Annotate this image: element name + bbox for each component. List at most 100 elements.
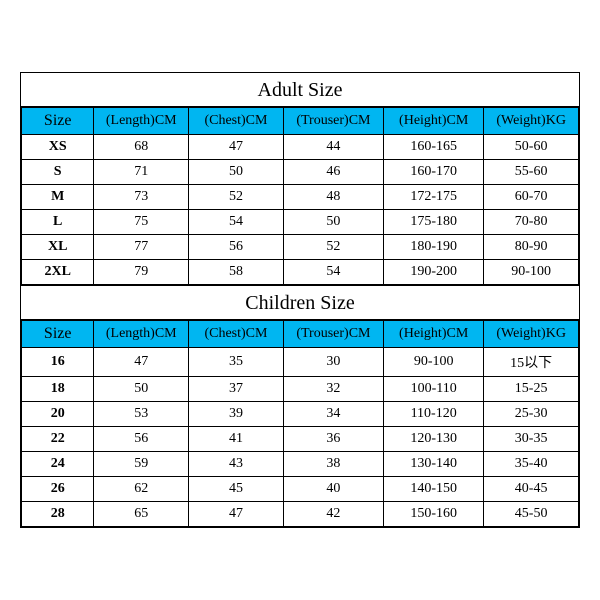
cell: 46 bbox=[283, 160, 383, 185]
cell-size: XL bbox=[22, 235, 94, 260]
col-chest: (Chest)CM bbox=[189, 321, 284, 348]
cell-size: 2XL bbox=[22, 260, 94, 285]
cell: 25-30 bbox=[484, 402, 579, 427]
cell: 130-140 bbox=[384, 452, 484, 477]
col-height: (Height)CM bbox=[384, 108, 484, 135]
cell: 40-45 bbox=[484, 477, 579, 502]
cell-size: 26 bbox=[22, 477, 94, 502]
cell: 140-150 bbox=[384, 477, 484, 502]
cell-size: 28 bbox=[22, 502, 94, 527]
cell: 62 bbox=[94, 477, 189, 502]
cell: 50-60 bbox=[484, 135, 579, 160]
cell: 190-200 bbox=[384, 260, 484, 285]
cell: 44 bbox=[283, 135, 383, 160]
size-chart: Adult Size Size (Length)CM (Chest)CM (Tr… bbox=[20, 72, 580, 528]
table-row: S 71 50 46 160-170 55-60 bbox=[22, 160, 579, 185]
cell: 47 bbox=[189, 502, 284, 527]
cell: 58 bbox=[189, 260, 284, 285]
cell: 52 bbox=[283, 235, 383, 260]
table-row: 18 50 37 32 100-110 15-25 bbox=[22, 377, 579, 402]
col-size: Size bbox=[22, 108, 94, 135]
cell: 79 bbox=[94, 260, 189, 285]
cell: 71 bbox=[94, 160, 189, 185]
cell-size: S bbox=[22, 160, 94, 185]
cell-size: XS bbox=[22, 135, 94, 160]
cell: 48 bbox=[283, 185, 383, 210]
cell: 47 bbox=[94, 348, 189, 377]
cell-size: 22 bbox=[22, 427, 94, 452]
cell: 59 bbox=[94, 452, 189, 477]
cell: 38 bbox=[283, 452, 383, 477]
cell: 54 bbox=[283, 260, 383, 285]
col-height: (Height)CM bbox=[384, 321, 484, 348]
cell: 50 bbox=[283, 210, 383, 235]
cell: 50 bbox=[189, 160, 284, 185]
cell: 40 bbox=[283, 477, 383, 502]
adult-table: Size (Length)CM (Chest)CM (Trouser)CM (H… bbox=[21, 107, 579, 285]
table-row: 28 65 47 42 150-160 45-50 bbox=[22, 502, 579, 527]
cell-size: 16 bbox=[22, 348, 94, 377]
table-row: 26 62 45 40 140-150 40-45 bbox=[22, 477, 579, 502]
col-trouser: (Trouser)CM bbox=[283, 321, 383, 348]
cell: 52 bbox=[189, 185, 284, 210]
table-row: L 75 54 50 175-180 70-80 bbox=[22, 210, 579, 235]
col-length: (Length)CM bbox=[94, 108, 189, 135]
cell: 160-165 bbox=[384, 135, 484, 160]
cell: 34 bbox=[283, 402, 383, 427]
cell-size: L bbox=[22, 210, 94, 235]
cell: 45-50 bbox=[484, 502, 579, 527]
cell: 70-80 bbox=[484, 210, 579, 235]
table-row: 24 59 43 38 130-140 35-40 bbox=[22, 452, 579, 477]
cell: 50 bbox=[94, 377, 189, 402]
cell: 15以下 bbox=[484, 348, 579, 377]
cell: 175-180 bbox=[384, 210, 484, 235]
col-size: Size bbox=[22, 321, 94, 348]
cell: 90-100 bbox=[484, 260, 579, 285]
cell: 15-25 bbox=[484, 377, 579, 402]
col-weight: (Weight)KG bbox=[484, 108, 579, 135]
cell: 53 bbox=[94, 402, 189, 427]
cell: 32 bbox=[283, 377, 383, 402]
cell: 75 bbox=[94, 210, 189, 235]
cell: 36 bbox=[283, 427, 383, 452]
cell: 45 bbox=[189, 477, 284, 502]
cell: 30 bbox=[283, 348, 383, 377]
cell: 100-110 bbox=[384, 377, 484, 402]
cell-size: 18 bbox=[22, 377, 94, 402]
cell: 35-40 bbox=[484, 452, 579, 477]
adult-header-row: Size (Length)CM (Chest)CM (Trouser)CM (H… bbox=[22, 108, 579, 135]
col-weight: (Weight)KG bbox=[484, 321, 579, 348]
cell: 42 bbox=[283, 502, 383, 527]
cell: 60-70 bbox=[484, 185, 579, 210]
cell: 41 bbox=[189, 427, 284, 452]
cell: 56 bbox=[94, 427, 189, 452]
cell: 120-130 bbox=[384, 427, 484, 452]
cell: 150-160 bbox=[384, 502, 484, 527]
cell-size: 20 bbox=[22, 402, 94, 427]
table-row: 22 56 41 36 120-130 30-35 bbox=[22, 427, 579, 452]
cell: 172-175 bbox=[384, 185, 484, 210]
cell: 68 bbox=[94, 135, 189, 160]
cell: 56 bbox=[189, 235, 284, 260]
cell: 37 bbox=[189, 377, 284, 402]
cell: 43 bbox=[189, 452, 284, 477]
children-title: Children Size bbox=[21, 285, 579, 320]
cell-size: M bbox=[22, 185, 94, 210]
cell: 65 bbox=[94, 502, 189, 527]
cell: 180-190 bbox=[384, 235, 484, 260]
table-row: XL 77 56 52 180-190 80-90 bbox=[22, 235, 579, 260]
cell: 80-90 bbox=[484, 235, 579, 260]
cell: 73 bbox=[94, 185, 189, 210]
cell: 77 bbox=[94, 235, 189, 260]
cell: 47 bbox=[189, 135, 284, 160]
table-row: XS 68 47 44 160-165 50-60 bbox=[22, 135, 579, 160]
table-row: 16 47 35 30 90-100 15以下 bbox=[22, 348, 579, 377]
cell-size: 24 bbox=[22, 452, 94, 477]
cell: 54 bbox=[189, 210, 284, 235]
table-row: 20 53 39 34 110-120 25-30 bbox=[22, 402, 579, 427]
cell: 160-170 bbox=[384, 160, 484, 185]
cell: 30-35 bbox=[484, 427, 579, 452]
cell: 35 bbox=[189, 348, 284, 377]
cell: 55-60 bbox=[484, 160, 579, 185]
col-length: (Length)CM bbox=[94, 321, 189, 348]
